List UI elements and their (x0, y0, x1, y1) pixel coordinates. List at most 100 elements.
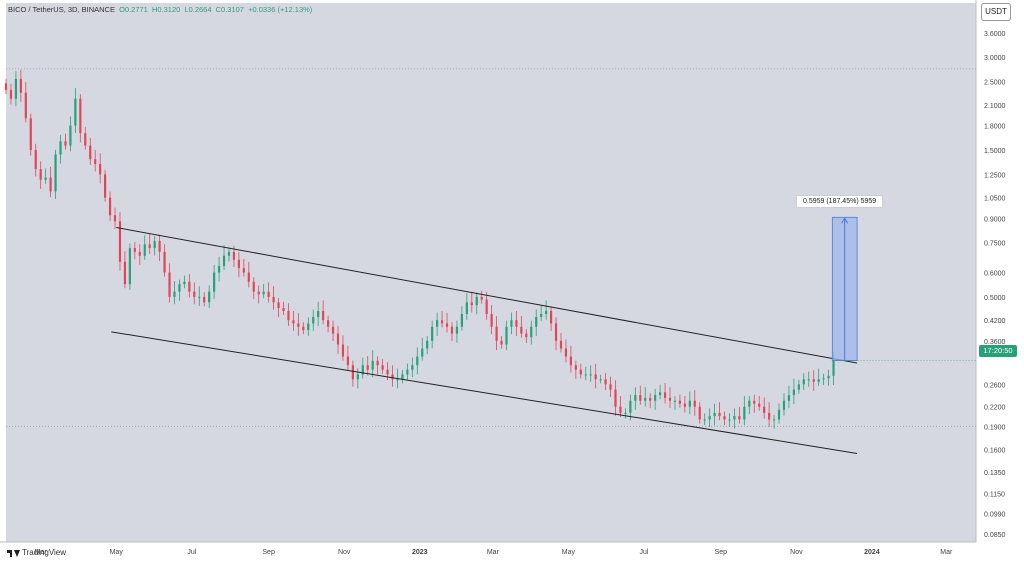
candle-body[interactable] (485, 299, 488, 314)
candle-body[interactable] (376, 360, 379, 366)
candle-body[interactable] (634, 395, 637, 401)
candle-body[interactable] (688, 400, 691, 407)
candle-body[interactable] (718, 412, 721, 417)
candle-body[interactable] (797, 384, 800, 390)
candle-body[interactable] (193, 291, 196, 297)
candle-body[interactable] (589, 374, 592, 376)
candle-body[interactable] (599, 379, 602, 381)
candle-body[interactable] (133, 248, 136, 252)
channel-lower-line[interactable] (111, 331, 858, 455)
candle-body[interactable] (436, 320, 439, 327)
candle-body[interactable] (758, 403, 761, 407)
candle-body[interactable] (287, 310, 290, 321)
candle-body[interactable] (594, 374, 597, 380)
candle-body[interactable] (336, 333, 340, 345)
candle-body[interactable] (777, 409, 781, 420)
candle-body[interactable] (678, 400, 682, 404)
candle-body[interactable] (445, 323, 449, 327)
candle-body[interactable] (569, 356, 573, 366)
candle-body[interactable] (411, 365, 414, 370)
candle-body[interactable] (59, 141, 62, 155)
candle-body[interactable] (104, 174, 107, 198)
candle-body[interactable] (297, 323, 300, 327)
candle-body[interactable] (277, 302, 280, 309)
candle-body[interactable] (34, 149, 37, 170)
candle-body[interactable] (351, 365, 354, 380)
candle-body[interactable] (183, 281, 186, 285)
candle-body[interactable] (143, 244, 146, 256)
candle-body[interactable] (530, 326, 533, 338)
tradingview-brand[interactable]: TradingView (7, 548, 66, 557)
candle-body[interactable] (639, 395, 642, 401)
candle-body[interactable] (455, 326, 459, 334)
candle-body[interactable] (584, 374, 587, 376)
candle-body[interactable] (9, 89, 13, 99)
candle-body[interactable] (535, 317, 538, 327)
candle-body[interactable] (564, 348, 568, 357)
candle-body[interactable] (237, 259, 240, 269)
candle-body[interactable] (79, 98, 82, 134)
candle-body[interactable] (510, 320, 513, 327)
channel-upper-line[interactable] (116, 227, 858, 364)
candle-body[interactable] (252, 281, 255, 292)
candle-body[interactable] (406, 369, 409, 375)
candle-body[interactable] (227, 251, 231, 256)
candle-body[interactable] (545, 310, 548, 314)
candle-body[interactable] (4, 83, 8, 90)
candle-body[interactable] (346, 356, 350, 366)
candle-body[interactable] (208, 291, 211, 303)
candle-body[interactable] (579, 369, 582, 375)
candle-body[interactable] (753, 400, 756, 404)
candle-body[interactable] (29, 118, 32, 150)
candle-body[interactable] (262, 291, 265, 295)
candle-body[interactable] (247, 272, 250, 282)
candle-body[interactable] (698, 406, 701, 420)
candle-body[interactable] (391, 374, 394, 380)
candle-body[interactable] (480, 296, 483, 300)
candle-body[interactable] (163, 251, 166, 273)
candle-body[interactable] (465, 302, 468, 314)
candle-body[interactable] (450, 326, 454, 334)
candle-body[interactable] (763, 406, 766, 413)
candle-body[interactable] (431, 326, 434, 341)
candle-body[interactable] (604, 379, 607, 385)
candle-body[interactable] (629, 400, 632, 413)
candle-body[interactable] (426, 340, 429, 349)
candle-body[interactable] (515, 320, 518, 327)
candle-body[interactable] (817, 379, 820, 382)
candle-body[interactable] (84, 133, 87, 146)
candle-body[interactable] (812, 379, 815, 382)
candle-body[interactable] (74, 98, 77, 126)
candle-body[interactable] (658, 392, 662, 396)
candle-body[interactable] (738, 416, 741, 420)
candle-body[interactable] (331, 326, 335, 334)
candle-body[interactable] (232, 251, 236, 260)
candle-body[interactable] (307, 323, 310, 331)
candle-body[interactable] (39, 169, 42, 180)
candle-body[interactable] (495, 326, 498, 341)
candle-body[interactable] (693, 400, 696, 407)
candle-body[interactable] (257, 291, 260, 295)
candle-body[interactable] (772, 419, 776, 421)
candle-body[interactable] (525, 333, 528, 338)
candle-body[interactable] (475, 296, 478, 306)
candle-body[interactable] (282, 308, 285, 311)
candle-body[interactable] (827, 375, 830, 379)
candle-body[interactable] (500, 340, 503, 345)
candle-body[interactable] (19, 78, 22, 93)
candle-body[interactable] (683, 403, 686, 407)
candle-body[interactable] (118, 221, 122, 262)
candle-body[interactable] (490, 313, 493, 327)
candle-body[interactable] (361, 365, 364, 375)
candle-body[interactable] (64, 141, 67, 146)
candle-body[interactable] (178, 284, 181, 292)
candle-body[interactable] (733, 416, 736, 420)
candle-body[interactable] (371, 360, 374, 370)
candle-body[interactable] (673, 400, 677, 402)
candle-body[interactable] (44, 177, 47, 180)
candle-body[interactable] (663, 392, 667, 398)
candle-body[interactable] (113, 215, 117, 222)
candle-body[interactable] (421, 348, 424, 357)
candle-body[interactable] (99, 164, 102, 175)
